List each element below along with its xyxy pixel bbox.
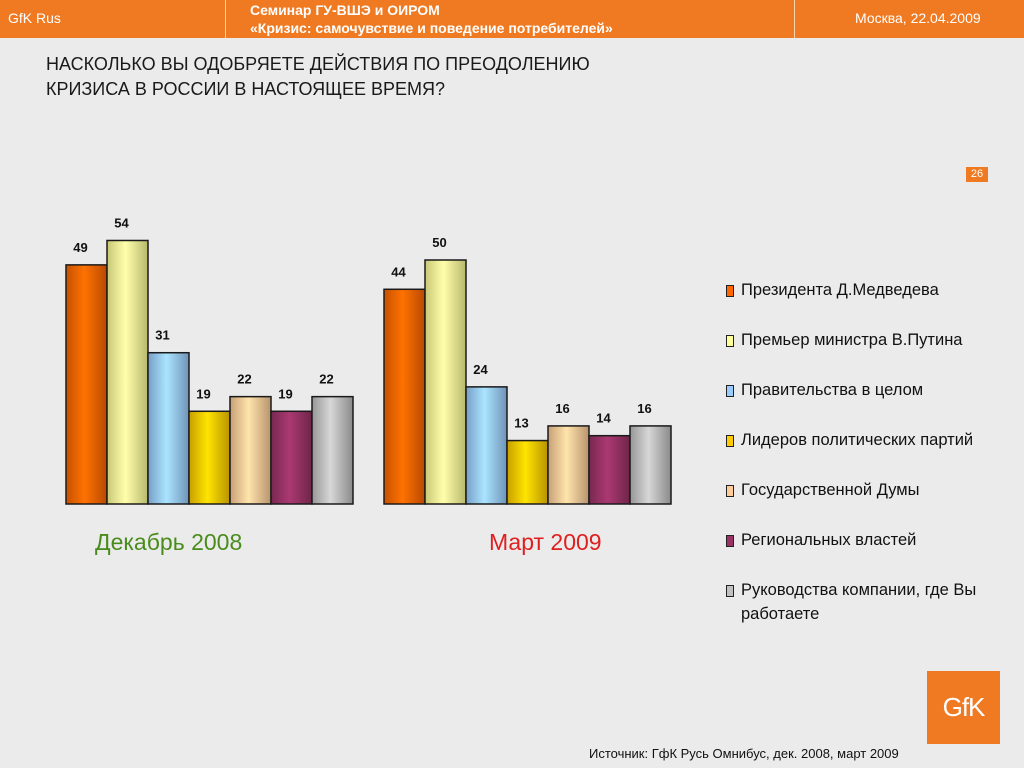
bar-value-label: 49 bbox=[73, 240, 87, 255]
legend-label: Руководства компании, где Вы работаете bbox=[741, 581, 977, 623]
legend-swatch bbox=[726, 435, 734, 447]
bar-value-label: 19 bbox=[278, 386, 292, 401]
bar bbox=[506, 439, 549, 505]
legend-swatch bbox=[726, 285, 734, 297]
bar bbox=[629, 425, 672, 505]
legend-label: Премьер министра В.Путина bbox=[741, 331, 963, 349]
bar bbox=[465, 386, 508, 505]
legend-swatch bbox=[726, 485, 734, 497]
bar-value-label: 16 bbox=[637, 401, 651, 416]
legend-label: Лидеров политических партий bbox=[741, 431, 974, 449]
legend-label: Правительства в целом bbox=[741, 381, 924, 399]
bar-value-label: 22 bbox=[319, 372, 333, 387]
legend-item: Правительства в целом bbox=[722, 378, 1002, 428]
seminar-title: Семинар ГУ-ВШЭ и ОИРОМ bbox=[250, 2, 440, 18]
bar-value-label: 19 bbox=[196, 386, 210, 401]
header-divider bbox=[225, 0, 226, 38]
legend-item: Лидеров политических партий bbox=[722, 428, 1002, 478]
bar bbox=[424, 259, 467, 505]
gfk-logo: GfK bbox=[927, 671, 1000, 744]
header-date: Москва, 22.04.2009 bbox=[855, 10, 981, 26]
bar bbox=[147, 351, 190, 505]
legend-item: Государственной Думы bbox=[722, 478, 1002, 528]
period-label-december: Декабрь 2008 bbox=[95, 529, 243, 555]
header-seminar-cell: Семинар ГУ-ВШЭ и ОИРОМ «Кризис: самочувс… bbox=[226, 0, 794, 38]
bar-value-label: 13 bbox=[514, 416, 528, 431]
bar-value-label: 50 bbox=[432, 235, 446, 250]
header-divider bbox=[794, 0, 795, 38]
bar bbox=[229, 395, 272, 505]
bar bbox=[383, 288, 426, 505]
bar bbox=[547, 425, 590, 505]
bar bbox=[588, 434, 631, 505]
legend-label: Государственной Думы bbox=[741, 481, 920, 499]
legend-swatch bbox=[726, 385, 734, 397]
header-bar: GfK Rus Семинар ГУ-ВШЭ и ОИРОМ «Кризис: … bbox=[0, 0, 1024, 38]
bar-value-label: 14 bbox=[596, 411, 611, 426]
bar bbox=[311, 395, 354, 505]
bar-value-label: 22 bbox=[237, 372, 251, 387]
header-brand-cell: GfK Rus bbox=[0, 0, 225, 38]
page-number: 26 bbox=[966, 167, 988, 182]
legend-item: Региональных властей bbox=[722, 528, 1002, 578]
header-date-cell: Москва, 22.04.2009 bbox=[795, 0, 1024, 38]
question-line-1: НАСКОЛЬКО ВЫ ОДОБРЯЕТЕ ДЕЙСТВИЯ ПО ПРЕОД… bbox=[46, 54, 590, 74]
legend-item: Премьер министра В.Путина bbox=[722, 328, 1002, 378]
legend-item: Руководства компании, где Вы работаете bbox=[722, 578, 1002, 628]
question-line-2: КРИЗИСА В РОССИИ В НАСТОЯЩЕЕ ВРЕМЯ? bbox=[46, 79, 446, 99]
source-note: Источник: ГфК Русь Омнибус, дек. 2008, м… bbox=[589, 746, 899, 761]
period-label-march: Март 2009 bbox=[489, 529, 602, 555]
bar bbox=[65, 264, 108, 505]
bar-value-label: 31 bbox=[155, 328, 169, 343]
legend-label: Региональных властей bbox=[741, 531, 917, 549]
legend-swatch bbox=[726, 535, 734, 547]
bar-value-label: 24 bbox=[473, 362, 488, 377]
chart-legend: Президента Д.Медведева Премьер министра … bbox=[722, 278, 1002, 628]
legend-item: Президента Д.Медведева bbox=[722, 278, 1002, 328]
bar bbox=[270, 410, 313, 505]
brand-name: GfK Rus bbox=[8, 10, 61, 26]
bar bbox=[188, 410, 231, 505]
seminar-subtitle: «Кризис: самочувствие и поведение потреб… bbox=[250, 20, 613, 36]
bar-value-label: 54 bbox=[114, 215, 129, 230]
legend-swatch bbox=[726, 335, 734, 347]
bar-value-label: 16 bbox=[555, 401, 569, 416]
legend-swatch bbox=[726, 585, 734, 597]
legend-label: Президента Д.Медведева bbox=[741, 281, 939, 299]
question-title: НАСКОЛЬКО ВЫ ОДОБРЯЕТЕ ДЕЙСТВИЯ ПО ПРЕОД… bbox=[46, 52, 686, 102]
bar bbox=[106, 239, 149, 505]
bar-value-label: 44 bbox=[391, 264, 406, 279]
